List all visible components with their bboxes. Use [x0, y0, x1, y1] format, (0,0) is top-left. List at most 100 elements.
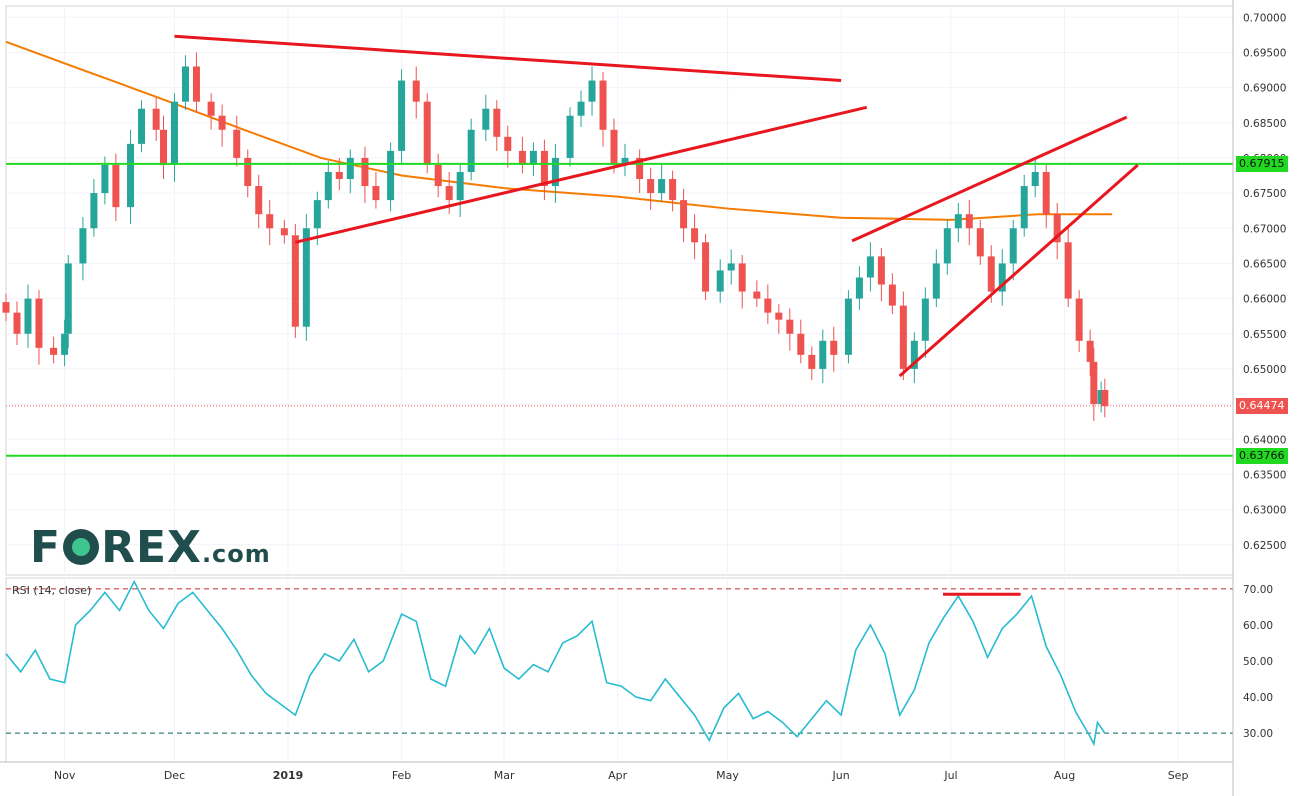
down-candle-body: [702, 242, 710, 292]
down-candle-body: [1101, 390, 1109, 407]
rsi-tick-label: 30.00: [1243, 728, 1273, 740]
up-candle-body: [313, 200, 321, 229]
down-candle-body: [13, 312, 21, 334]
price-tick-label: 0.63000: [1243, 505, 1286, 517]
down-candle-body: [412, 80, 420, 102]
down-candle-body: [1064, 242, 1072, 299]
down-candle-body: [361, 157, 369, 187]
rsi-tick-label: 60.00: [1243, 620, 1273, 632]
time-tick-label: Jul: [943, 769, 957, 782]
down-candle-body: [691, 228, 699, 243]
up-candle-body: [1009, 228, 1017, 264]
up-candle-body: [588, 80, 596, 102]
up-candle-body: [855, 277, 863, 299]
up-candle-body: [346, 157, 354, 180]
down-candle-body: [764, 298, 772, 313]
up-candle-body: [127, 143, 135, 208]
price-tick-label: 0.65500: [1243, 329, 1286, 341]
up-candle-body: [932, 263, 940, 299]
down-candle-body: [493, 108, 501, 137]
up-candle-body: [1031, 171, 1039, 187]
down-candle-body: [192, 66, 200, 102]
down-candle-body: [1090, 361, 1098, 405]
down-candle-body: [152, 108, 160, 130]
rsi-line: [5, 579, 1106, 747]
price-tick-label: 0.70000: [1243, 12, 1286, 24]
price-tick-label: 0.66500: [1243, 258, 1286, 270]
down-candle-body: [669, 179, 677, 201]
up-candle-body: [844, 298, 852, 355]
up-candle-body: [727, 263, 735, 271]
down-candle-body: [518, 150, 526, 165]
down-candle-body: [877, 256, 885, 285]
rsi-indicator-label: RSI (14, close): [12, 584, 92, 597]
down-candle-body: [504, 136, 512, 151]
down-candle-body: [266, 214, 274, 229]
down-candle-body: [647, 179, 655, 194]
down-candle-body: [610, 129, 618, 165]
moving-average-line: [5, 40, 1113, 221]
down-candle-body: [775, 312, 783, 320]
down-candle-body: [218, 115, 226, 130]
down-candle-body: [255, 186, 263, 215]
down-candle-body: [1042, 171, 1050, 215]
price-tick-label: 0.69500: [1243, 47, 1286, 59]
up-candle-body: [716, 270, 724, 292]
price-tick-label: 0.62500: [1243, 540, 1286, 552]
up-candle-body: [170, 101, 178, 165]
up-candle-body: [658, 179, 666, 194]
time-tick-label: Nov: [54, 769, 76, 782]
down-candle-body: [1086, 340, 1094, 362]
time-tick-label: Jun: [831, 769, 849, 782]
down-candle-body: [599, 80, 607, 130]
time-tick-label: Mar: [494, 769, 515, 782]
price-tick-label: 0.66000: [1243, 294, 1286, 306]
up-candle-body: [387, 150, 395, 201]
up-candle-body: [819, 340, 827, 369]
up-candle-body: [24, 298, 32, 334]
price-tick-label: 0.67500: [1243, 188, 1286, 200]
up-candle-body: [456, 171, 464, 201]
time-tick-label: 2019: [273, 769, 304, 782]
up-candle-body: [90, 193, 98, 229]
down-candle-body: [680, 200, 688, 229]
time-tick-label: Feb: [392, 769, 411, 782]
up-candle-body: [1097, 390, 1105, 405]
up-candle-body: [566, 115, 574, 158]
down-candle-body: [830, 340, 838, 355]
up-candle-body: [324, 171, 332, 201]
lower-support-price-badge: 0.63766: [1236, 447, 1288, 464]
up-candle-body: [529, 150, 537, 165]
down-candle-body: [2, 302, 10, 313]
price-tick-label: 0.65000: [1243, 364, 1286, 376]
down-candle-body: [808, 354, 816, 369]
down-candle-body: [738, 263, 746, 292]
down-candle-body: [423, 101, 431, 165]
down-candle-body: [1075, 298, 1083, 341]
down-candle-body: [445, 186, 453, 201]
up-candle-body: [101, 164, 109, 194]
down-candle-body: [35, 298, 43, 348]
last-price-badge: 0.64474: [1236, 397, 1288, 414]
rsi-layer: [5, 579, 1233, 747]
up-candle-body: [61, 333, 69, 355]
upper-support-price-badge: 0.67915: [1236, 155, 1288, 172]
down-candle-body: [207, 101, 215, 116]
down-candle-body: [159, 129, 167, 165]
logo-coin-icon: [63, 529, 100, 565]
rsi-tick-label: 40.00: [1243, 692, 1273, 704]
up-candle-body: [551, 157, 559, 187]
horizontal-lines-layer: [6, 162, 1233, 457]
down-candle-body: [233, 129, 241, 158]
up-candle-body: [181, 66, 189, 102]
down-candle-body: [280, 228, 288, 236]
up-candle-body: [138, 108, 146, 144]
up-candle-body: [482, 108, 490, 130]
down-candle-body: [112, 164, 120, 208]
down-candle-body: [888, 284, 896, 306]
up-candle-body: [621, 157, 629, 165]
down-candle-body: [540, 150, 548, 187]
rsi-pane-frame: [5, 577, 1234, 763]
price-tick-label: 0.68500: [1243, 118, 1286, 130]
